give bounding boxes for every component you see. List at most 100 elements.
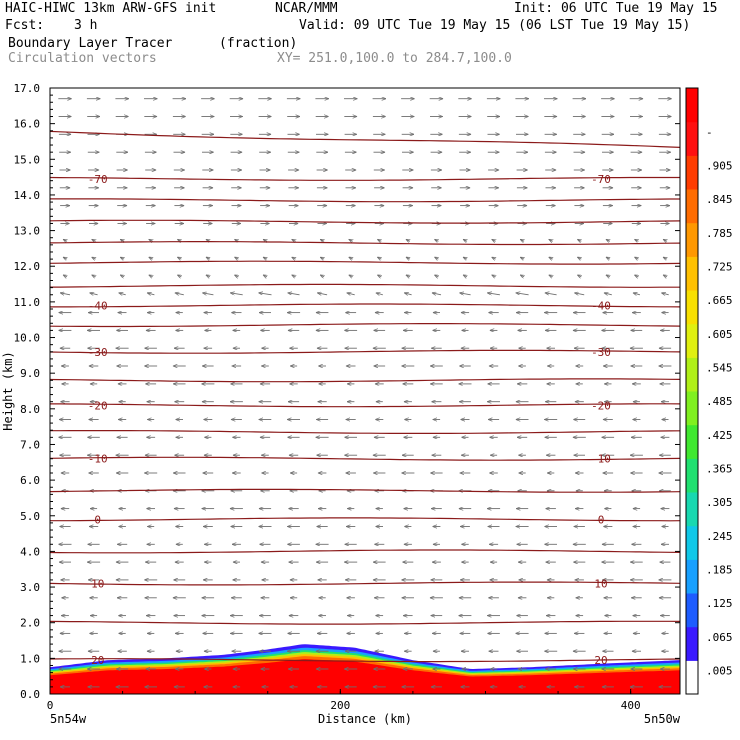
contour-label: -20: [591, 399, 611, 412]
circulation-vector: [234, 257, 238, 259]
temperature-contour: [49, 241, 681, 246]
x-tick-label: 0: [47, 699, 54, 712]
y-tick-label: 14.0: [14, 189, 41, 202]
contour-label: -40: [591, 299, 611, 312]
circulation-vector: [434, 239, 438, 241]
contour-label: -20: [88, 399, 108, 412]
x-left-endpoint: 5n54w: [50, 712, 87, 726]
temperature-contour: [49, 176, 680, 181]
circulation-vector: [574, 293, 585, 295]
colorbar-label: .545: [706, 361, 733, 374]
circulation-vector: [63, 239, 67, 241]
contour-label: -70: [591, 173, 611, 186]
circulation-vector: [406, 239, 410, 241]
circulation-vector: [634, 275, 638, 277]
circulation-vector: [376, 293, 383, 295]
x-tick-label: 200: [330, 699, 350, 712]
circulation-vector: [177, 239, 181, 241]
circulation-vector: [263, 257, 267, 259]
colorbar-segment: [686, 222, 698, 257]
colorbar-label: .245: [706, 530, 733, 543]
forecast-value: 3 h: [74, 18, 98, 33]
circulation-vector: [377, 275, 381, 277]
y-axis: 0.0 1.0 2.0 3.0 4.0 5.0 6.0 7.0 8.0 9.0 10.0 11.0 12…: [14, 82, 680, 701]
circulation-vector: [292, 275, 296, 277]
colorbar-segment: [686, 256, 698, 291]
colorbar-label: .485: [706, 395, 733, 408]
circulation-vector: [92, 275, 96, 277]
tracer-fill: [50, 644, 680, 694]
circulation-vector: [577, 257, 581, 259]
contour-label: -10: [88, 453, 108, 466]
circulation-vector: [520, 257, 524, 259]
circulation-vector: [149, 257, 153, 259]
org-label: NCAR/MMM: [275, 1, 338, 16]
circulation-vector: [577, 275, 581, 277]
circulation-vector: [177, 275, 181, 277]
y-tick-label: 0.0: [20, 688, 40, 701]
circulation-vector: [206, 257, 210, 259]
temperature-contour: [49, 581, 681, 586]
circulation-vector: [434, 257, 438, 259]
circulation-vector: [516, 293, 529, 295]
circulation-vector: [463, 275, 467, 277]
circulation-vector: [177, 257, 181, 259]
y-tick-label: 3.0: [20, 581, 40, 594]
circulation-vector: [349, 275, 353, 277]
temperature-contour: [49, 488, 681, 493]
circulation-vector: [432, 293, 442, 295]
circulation-vector: [349, 257, 353, 259]
colorbar-label: .125: [706, 597, 733, 610]
circulation-vector: [434, 275, 438, 277]
temperature-contour: [49, 323, 681, 328]
colorbar-segment: [686, 660, 698, 695]
circulation-vector: [92, 257, 96, 259]
contour-label: -40: [88, 299, 108, 312]
colorbar-segment: [686, 424, 698, 459]
contour-label: 0: [94, 513, 101, 526]
circulation-vector: [377, 239, 381, 241]
colorbar-label: .725: [706, 260, 733, 273]
model-title: HAIC-HIWC 13km ARW-GFS init: [5, 1, 217, 16]
y-tick-label: 6.0: [20, 474, 40, 487]
circulation-vector: [404, 293, 412, 295]
circulation-vector: [634, 239, 638, 241]
circulation-vector: [606, 257, 610, 259]
contour-label: 10: [91, 577, 104, 590]
circulation-vector: [606, 239, 610, 241]
forecast-label: Fcst:: [5, 18, 45, 33]
colorbar-label: .065: [706, 631, 733, 644]
y-tick-label: 2.0: [20, 617, 40, 630]
y-tick-label: 8.0: [20, 403, 40, 416]
colorbar-label: .185: [706, 563, 733, 576]
contour-label: -70: [88, 173, 108, 186]
circulation-vector: [459, 293, 471, 295]
colorbar-label: .845: [706, 193, 733, 206]
circulation-vector: [234, 239, 238, 241]
colorbar-label: .785: [706, 227, 733, 240]
colorbar-label: .305: [706, 496, 733, 509]
circulation-vector: [120, 275, 124, 277]
colorbar-segment: [686, 189, 698, 224]
circulation-vector: [263, 275, 267, 277]
init-time: Init: 06 UTC Tue 19 May 15: [514, 1, 718, 16]
circulation-vector: [292, 239, 296, 241]
y-tick-label: 10.0: [14, 332, 41, 345]
temperature-contour: [49, 378, 681, 383]
circulation-vector: [320, 257, 324, 259]
temperature-contour: [50, 403, 681, 408]
circulation-vector: [149, 239, 153, 241]
colorbar-segment: [686, 492, 698, 527]
circulation-vector: [63, 275, 67, 277]
colorbar-segment: [686, 88, 698, 123]
circulation-vector: [349, 239, 353, 241]
contour-label: -30: [591, 346, 611, 359]
circulation-vector: [288, 293, 300, 295]
circulation-vector: [147, 293, 155, 295]
circulation-vector: [347, 293, 355, 295]
temperature-contour: [49, 549, 681, 554]
circulation-vector: [549, 257, 553, 259]
circulation-vector: [633, 293, 641, 295]
colorbar-label: .665: [706, 294, 733, 307]
contour-label: 20: [91, 654, 104, 667]
